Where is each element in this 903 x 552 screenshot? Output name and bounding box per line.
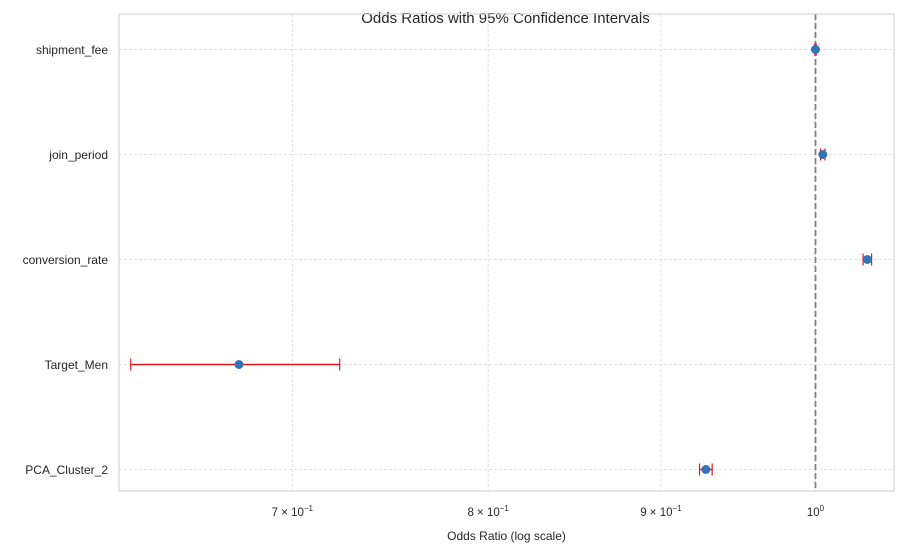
y-tick-labels: shipment_fee join_period conversion_rate Ta… bbox=[23, 43, 109, 477]
x-tick-base: 9 × 10 bbox=[640, 507, 672, 519]
x-tick-label: 7 × 10−1 bbox=[272, 504, 314, 519]
point-Target_Men bbox=[234, 360, 244, 369]
x-tick-label: 9 × 10−1 bbox=[640, 504, 682, 519]
plot-frame bbox=[118, 13, 895, 492]
point-shipment_fee bbox=[810, 45, 820, 54]
chart-title: Odds Ratios with 95% Confidence Interval… bbox=[361, 10, 649, 27]
x-tick-exponent: −1 bbox=[304, 504, 314, 513]
x-tick-label: 100 bbox=[807, 504, 825, 519]
x-tick-exponent: 0 bbox=[820, 504, 825, 513]
point-join_period bbox=[818, 150, 828, 159]
x-tick-labels: 7 × 10−1 8 × 10−1 9 × 10−1 100 bbox=[272, 504, 825, 519]
x-tick-base: 7 × 10 bbox=[272, 507, 304, 519]
x-tick-label: 8 × 10−1 bbox=[467, 504, 509, 519]
y-tick-label: shipment_fee bbox=[36, 43, 108, 57]
x-tick-exponent: −1 bbox=[673, 504, 683, 513]
x-axis-label: Odds Ratio (log scale) bbox=[447, 529, 566, 543]
data-points bbox=[234, 45, 872, 474]
y-tick-label: Target_Men bbox=[45, 358, 108, 372]
x-tick-exponent: −1 bbox=[500, 504, 510, 513]
point-conversion_rate bbox=[862, 255, 872, 264]
y-tick-label: join_period bbox=[48, 148, 108, 162]
x-tick-base: 10 bbox=[807, 507, 820, 519]
point-PCA_Cluster_2 bbox=[701, 465, 711, 474]
y-tick-label: PCA_Cluster_2 bbox=[25, 463, 108, 477]
x-tick-base: 8 × 10 bbox=[467, 507, 499, 519]
y-tick-label: conversion_rate bbox=[23, 253, 109, 267]
